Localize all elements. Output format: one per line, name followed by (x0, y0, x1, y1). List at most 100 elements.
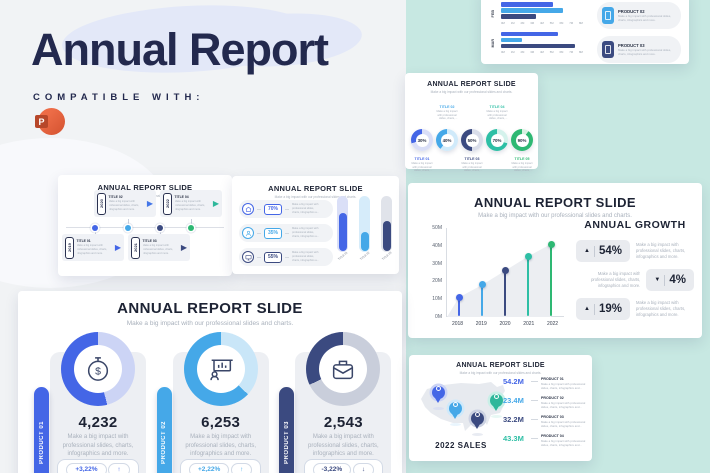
device-icon (602, 41, 614, 58)
product-pill-label: PRODUCT 03 (283, 421, 290, 465)
map-pin (431, 383, 445, 410)
percent-badge: 70% (264, 203, 283, 215)
timeline-card-2021: 2021 TITLE 03 Make a big impact with pro… (128, 234, 190, 261)
product-desc: Make a big impact with professional slid… (185, 434, 257, 458)
donut-title: TITLE 05 (514, 157, 530, 161)
trend-value: +2,22% (189, 462, 230, 473)
donut-label: TITLE 03 Make a big impact with professio… (459, 157, 485, 173)
timeline-dot (157, 224, 163, 231)
product-desc: Make a big impact with professional slid… (62, 434, 134, 458)
slide-subtitle: Make a big impact with our professional … (478, 213, 632, 219)
device-icon-glyph (605, 11, 611, 20)
product-name: PRODUCT 02 (618, 8, 645, 14)
stat-row: ▼ 4% Make a big impact with professional… (576, 269, 694, 291)
stat-row: ▲ 54% Make a big impact with professiona… (576, 240, 694, 262)
slide-subtitle: Make a big impact with our professional … (459, 371, 542, 375)
donut-percent: 40% (440, 133, 454, 147)
compatible-with-label: COMPATIBLE WITH: (33, 92, 205, 103)
bar-group-label: MAR (491, 38, 495, 48)
svg-text:$: $ (95, 365, 101, 377)
percent-desc: Make a big impact with professional slid… (292, 203, 320, 214)
y-axis-tick: 20M (432, 278, 442, 285)
growth-heading: ANNUAL GROWTH (584, 219, 686, 231)
lollipop-dot (478, 281, 486, 289)
powerpoint-icon-letter: P (35, 115, 48, 128)
slide-percent-stats: ANNUAL REPORT SLIDE Make a big impact wi… (232, 176, 399, 274)
slide-title: ANNUAL REPORT SLIDE (268, 184, 363, 193)
x-axis-tick: 2021 (523, 321, 535, 327)
connector (531, 419, 538, 420)
bar-fill (382, 221, 391, 251)
stat-badge: ▲ 19% (576, 298, 630, 320)
donut-label: TITLE 01 Make a big impact with professio… (409, 157, 435, 173)
slide-map-sales: ANNUAL REPORT SLIDE Make a big impact wi… (409, 355, 592, 461)
product-name: PRODUCT 03 (618, 42, 645, 48)
lollipop-stem (527, 256, 529, 316)
growth-area (447, 244, 551, 317)
bars (501, 2, 583, 19)
up-arrow-icon: ▲ (584, 306, 590, 312)
y-axis-tick: 40M (432, 242, 442, 249)
trend-badge: +3,22% ↑ (50, 458, 146, 473)
donut-desc: Make a big impact with professional slid… (411, 162, 433, 173)
slide-annual-growth: ANNUAL REPORT SLIDE Make a big impact wi… (408, 183, 702, 338)
home-icon (242, 203, 254, 215)
donut-strip: 30% TITLE 01 Make a big impact with profes… (405, 95, 538, 172)
arrow-right-icon: ▶ (180, 242, 187, 252)
donut-label: TITLE 05 Make a big impact with professio… (509, 157, 535, 173)
donut-chart (183, 332, 258, 406)
percent-row: 55% Make a big impact with professional … (239, 248, 333, 266)
timeline-line (66, 227, 224, 228)
x-axis-tick: 2020 (499, 321, 511, 327)
donut-percent: 50% (465, 133, 479, 147)
product-pill: PRODUCT 02 (156, 387, 172, 473)
product-value: 2,543 (323, 414, 363, 431)
percent-row: 35% Make a big impact with professional … (239, 224, 333, 242)
stat-value: 19% (598, 303, 622, 315)
donut-label: TITLE 04 Make a big impact with professio… (484, 105, 510, 121)
donut-title: TITLE 01 (414, 157, 430, 161)
donut-chart: 30% (411, 129, 433, 151)
h-bar (501, 43, 575, 48)
stat-row: ▲ 19% Make a big impact with professiona… (576, 298, 694, 320)
sales-row: 32.2M PRODUCT 03 Make a big impact with … (503, 415, 587, 432)
product-pill-label: PRODUCT 02 (161, 421, 168, 465)
y-axis-tick: 30M (432, 260, 442, 267)
donut-chart: $ (61, 332, 135, 406)
bar-products: PRODUCT 02 Make a big impact with profes… (597, 2, 681, 63)
trend-up-icon: ↑ (231, 462, 253, 473)
percent-row: 70% Make a big impact with professional … (239, 200, 333, 218)
timeline-stem (128, 219, 129, 227)
slide-bar-chart: FEB 0M 1M 2M 3M 4M 5M 6M 7M 8M MAR 0M 1M 2M 3M 4M 5M 6M 7M… (481, 0, 689, 64)
timeline-desc: Make a big impact with professional slid… (142, 244, 174, 255)
donut-title: TITLE 04 (489, 105, 505, 109)
sales-row: 54.2M PRODUCT 01 Make a big impact with … (503, 377, 587, 394)
sales-desc: Make a big impact with professional slid… (541, 401, 586, 410)
donut-desc: Make a big impact with professional slid… (461, 162, 483, 173)
donut-chart: 70% (486, 129, 508, 151)
stat-value: 4% (669, 274, 686, 286)
lollipop-stem (550, 244, 552, 316)
donut-desc: Make a big impact with professional slid… (511, 162, 533, 173)
trend-badge: +2,22% ↑ (173, 458, 269, 473)
stat-desc: Make a big impact with professional slid… (591, 270, 641, 289)
map-pin (448, 399, 462, 426)
lollipop-stem (481, 284, 483, 316)
lollipop-dot (547, 240, 555, 248)
donut-desc: Make a big impact with professional slid… (486, 110, 508, 121)
slide-subtitle: Make a big impact with our professional … (126, 320, 294, 327)
sales-product-name: PRODUCT 01 (541, 377, 564, 381)
bar-axis: 0M 1M 2M 3M 4M 5M 6M 7M 8M (501, 20, 583, 25)
area-fill (447, 244, 551, 317)
down-arrow-icon: ▼ (654, 277, 661, 283)
donut-percent: 90% (515, 133, 529, 147)
device-icon-glyph (605, 45, 611, 54)
timeline-year: 2022 (163, 192, 172, 215)
stat-desc: Make a big impact with professional slid… (635, 299, 686, 318)
product-item: PRODUCT 03 Make a big impact with profes… (597, 36, 681, 63)
x-axis-tick: 2018 (451, 321, 464, 327)
slide-product-donuts: ANNUAL REPORT SLIDE Make a big impact wi… (18, 291, 402, 473)
product-value: 4,232 (78, 414, 118, 431)
connector (285, 232, 290, 234)
